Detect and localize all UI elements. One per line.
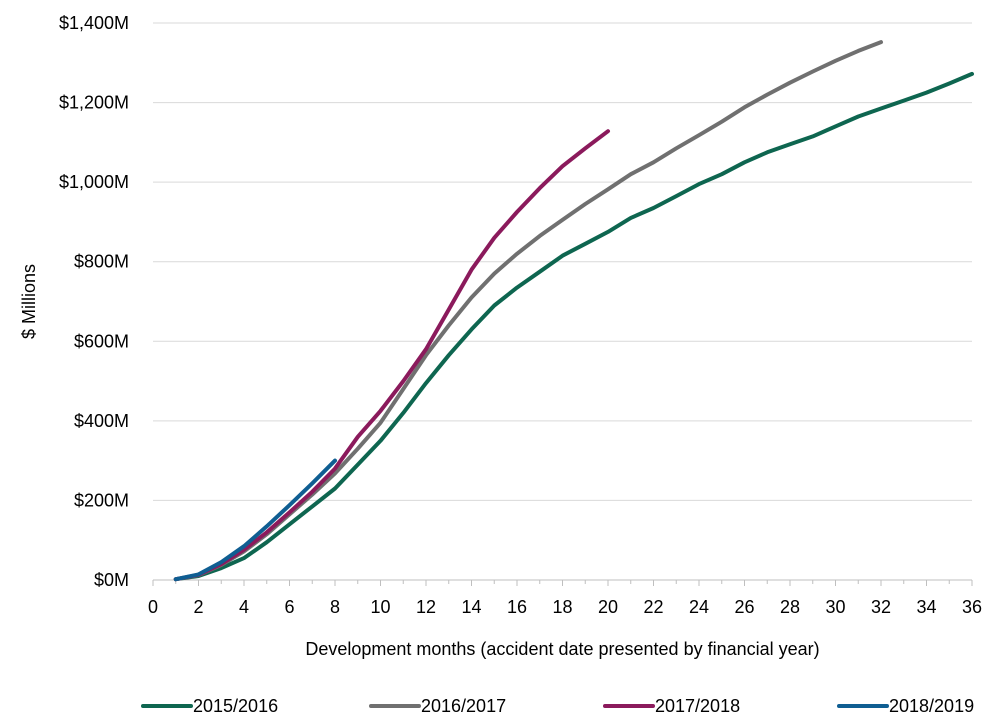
x-tick-label: 28 [780, 597, 800, 617]
legend-label: 2016/2017 [421, 696, 506, 716]
x-tick-label: 0 [148, 597, 158, 617]
y-tick-label: $1,200M [59, 93, 129, 113]
y-tick-label: $400M [74, 411, 129, 431]
x-axis [152, 579, 973, 586]
legend-label: 2017/2018 [655, 696, 740, 716]
x-tick-label: 26 [734, 597, 754, 617]
x-tick-label: 18 [552, 597, 572, 617]
x-tick-label: 32 [871, 597, 891, 617]
legend-item: 2018/2019 [837, 696, 974, 716]
x-tick-label: 20 [598, 597, 618, 617]
legend-item: 2016/2017 [369, 696, 506, 716]
x-tick-label: 2 [193, 597, 203, 617]
legend-label: 2018/2019 [889, 696, 974, 716]
gridlines [153, 22, 972, 501]
x-tick-label: 36 [962, 597, 982, 617]
x-tick-label: 4 [239, 597, 249, 617]
y-axis-title: $ Millions [19, 264, 39, 339]
x-tick-label: 14 [461, 597, 481, 617]
y-tick-label: $1,400M [59, 13, 129, 33]
legend-item: 2017/2018 [603, 696, 740, 716]
x-tick-label: 6 [284, 597, 294, 617]
x-tick-label: 30 [825, 597, 845, 617]
x-tick-label: 22 [643, 597, 663, 617]
y-tick-label: $200M [74, 490, 129, 510]
x-tick-label: 12 [416, 597, 436, 617]
x-axis-title: Development months (accident date presen… [305, 639, 819, 659]
x-tick-label: 10 [370, 597, 390, 617]
series-line-2016-2017 [173, 40, 883, 582]
series-line-2015-2016 [173, 71, 974, 582]
series-line-2018-2019 [173, 458, 337, 582]
y-axis-tick-labels: $0M $200M $400M $600M $800M $1,000M $1,200M $1,… [59, 13, 129, 590]
y-tick-label: $0M [94, 570, 129, 590]
x-axis-tick-labels: 0 2 4 6 8 10 12 14 16 18 20 22 24 26 28 30 32 34 36 [148, 597, 982, 617]
x-tick-label: 16 [507, 597, 527, 617]
legend-item: 2015/2016 [141, 696, 278, 716]
x-tick-label: 34 [916, 597, 936, 617]
x-tick-label: 8 [330, 597, 340, 617]
series-line-2017-2018 [173, 129, 610, 582]
legend-label: 2015/2016 [193, 696, 278, 716]
x-tick-label: 24 [689, 597, 709, 617]
y-tick-label: $1,000M [59, 172, 129, 192]
legend: 2015/2016 2016/2017 2017/2018 2018/2019 [141, 696, 974, 716]
series-lines [173, 40, 974, 582]
y-tick-label: $600M [74, 331, 129, 351]
y-tick-label: $800M [74, 252, 129, 272]
